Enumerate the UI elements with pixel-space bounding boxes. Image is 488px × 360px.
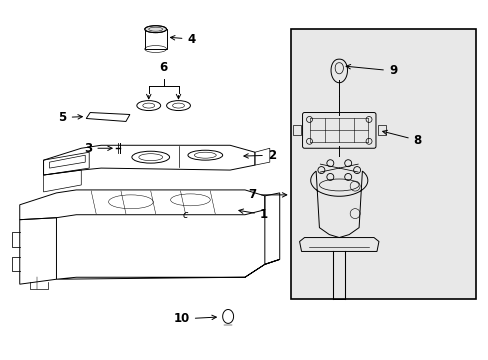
Text: 3: 3 [84, 142, 112, 155]
Text: 10: 10 [173, 312, 216, 325]
Bar [144, 29, 166, 49]
Text: 9: 9 [346, 64, 396, 77]
Text: c: c [183, 210, 188, 220]
Text: 1: 1 [239, 208, 267, 221]
Bar [292, 125, 300, 135]
Text: 4: 4 [170, 33, 195, 46]
Text: 8: 8 [382, 130, 421, 147]
Text: 5: 5 [59, 111, 82, 124]
Bar [290, 29, 475, 299]
Bar [377, 125, 385, 135]
Text: 6: 6 [159, 61, 167, 74]
Text: 7: 7 [247, 188, 286, 201]
Text: 2: 2 [244, 149, 275, 162]
Ellipse shape [144, 26, 166, 33]
